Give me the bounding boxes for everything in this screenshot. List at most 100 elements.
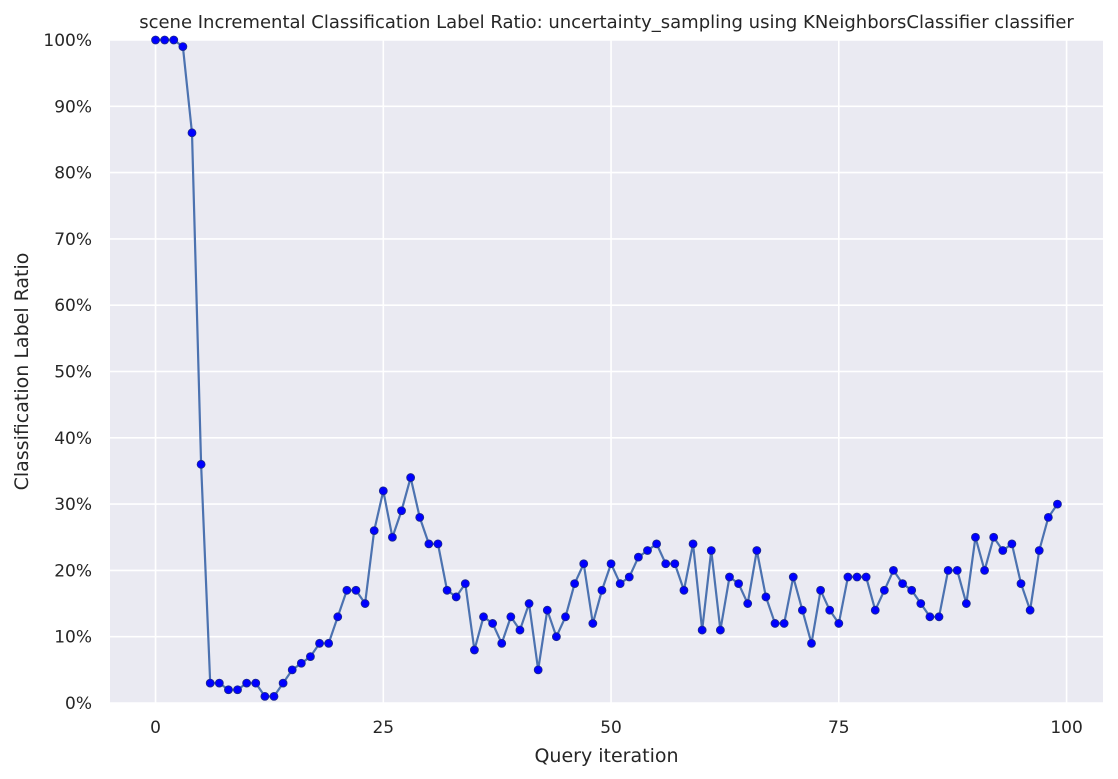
tick-labels: 0% 10% 20% 30% 40% 50% 60% 70% 80% 90% 100% 0 25 50 75…	[43, 31, 1082, 738]
data-point	[242, 678, 252, 688]
data-point	[816, 585, 825, 595]
data-point	[251, 678, 261, 688]
data-point	[715, 625, 725, 635]
y-tick-label: 90%	[54, 97, 92, 117]
y-tick-label: 60%	[54, 296, 92, 316]
data-point	[406, 473, 416, 482]
data-point	[779, 619, 789, 628]
y-tick-label: 10%	[54, 628, 92, 648]
data-point	[770, 619, 780, 628]
data-point	[497, 638, 507, 648]
data-point	[761, 592, 771, 602]
data-point	[1025, 605, 1035, 615]
x-tick-label: 25	[372, 718, 394, 738]
data-point	[1043, 512, 1053, 522]
data-point	[524, 599, 534, 608]
data-point	[916, 599, 926, 608]
data-point	[752, 546, 762, 555]
data-point	[679, 585, 689, 595]
data-point	[178, 42, 188, 52]
data-point	[542, 605, 552, 615]
data-point	[515, 625, 525, 635]
x-tick-label: 0	[150, 718, 161, 738]
data-point	[324, 638, 334, 648]
data-point	[879, 585, 889, 595]
data-point	[470, 645, 479, 655]
data-point	[196, 459, 206, 469]
data-point	[952, 566, 962, 575]
series-layer	[151, 35, 1062, 701]
data-point	[296, 658, 306, 668]
data-point	[889, 566, 898, 575]
data-point	[588, 619, 598, 628]
data-point	[670, 559, 680, 569]
data-point	[943, 566, 953, 575]
data-point	[661, 559, 671, 569]
y-tick-label: 20%	[54, 561, 92, 581]
data-point	[561, 612, 570, 622]
data-point	[961, 599, 971, 608]
data-point	[852, 572, 862, 582]
data-point	[898, 579, 907, 589]
data-point	[843, 572, 853, 582]
data-point	[743, 599, 753, 608]
data-point	[342, 585, 352, 595]
x-tick-label: 50	[600, 718, 622, 738]
y-tick-label: 50%	[54, 363, 92, 383]
data-point	[734, 579, 743, 589]
data-point	[998, 546, 1008, 555]
data-point	[934, 612, 944, 622]
data-point	[214, 678, 224, 688]
data-point	[378, 486, 388, 496]
data-point	[725, 572, 734, 582]
data-point	[925, 612, 935, 622]
data-point	[697, 625, 707, 635]
data-point	[433, 539, 443, 549]
y-tick-label: 0%	[65, 694, 92, 714]
data-point	[980, 566, 989, 575]
y-tick-label: 80%	[54, 164, 92, 184]
y-tick-label: 40%	[54, 429, 92, 449]
data-point	[870, 605, 880, 615]
data-point	[233, 685, 242, 695]
data-point	[643, 546, 652, 555]
chart-title: scene Incremental Classification Label R…	[139, 12, 1074, 33]
data-point	[224, 685, 233, 695]
data-point	[615, 579, 625, 589]
data-point	[533, 665, 543, 675]
data-point	[907, 585, 917, 595]
data-point	[415, 512, 425, 522]
data-point	[205, 678, 215, 688]
data-point	[488, 619, 498, 628]
data-point	[424, 539, 434, 549]
y-tick-label: 100%	[43, 31, 92, 51]
data-point	[807, 638, 816, 648]
data-point	[633, 552, 643, 562]
data-point	[388, 532, 397, 542]
data-point	[360, 599, 370, 608]
data-point	[287, 665, 297, 675]
data-point	[1034, 546, 1044, 555]
data-point	[351, 585, 361, 595]
data-point	[442, 585, 452, 595]
series-line	[154, 38, 1059, 698]
data-point	[506, 612, 516, 622]
data-point	[187, 128, 197, 138]
x-axis-label: Query iteration	[534, 745, 678, 767]
data-point	[169, 35, 179, 45]
data-point	[1053, 499, 1062, 509]
data-point	[788, 572, 798, 582]
data-point	[989, 532, 999, 542]
grid-layer	[110, 39, 1103, 704]
data-point	[825, 605, 835, 615]
x-tick-label: 75	[828, 718, 850, 738]
data-point	[797, 605, 807, 615]
data-point	[306, 652, 315, 661]
data-point	[333, 612, 343, 622]
data-point	[1016, 579, 1026, 589]
data-point	[260, 691, 270, 701]
data-point	[861, 572, 871, 582]
x-tick-label: 100	[1050, 718, 1082, 738]
